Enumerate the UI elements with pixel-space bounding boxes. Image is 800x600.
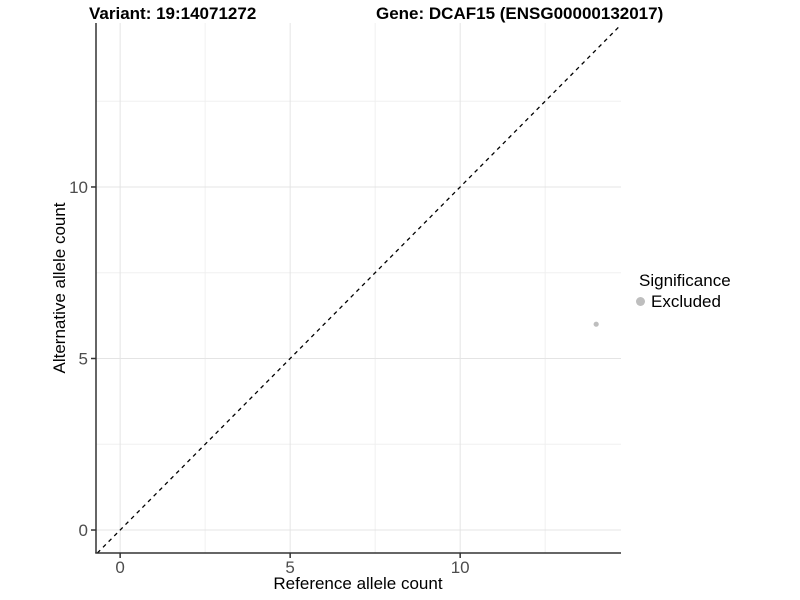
x-tick-label: 10 [451,558,470,577]
identity-line-group [96,24,622,554]
x-tick-label: 5 [285,558,294,577]
legend-title: Significance [639,271,731,290]
legend-point-icon [636,297,645,306]
minor-gridlines [96,23,621,553]
y-axis-title: Alternative allele count [50,202,69,373]
x-axis-title: Reference allele count [273,574,442,593]
identity-line [96,24,622,554]
y-tick-label: 10 [69,178,88,197]
plot-title-gene: Gene: DCAF15 (ENSG00000132017) [376,4,664,23]
legend-item-excluded: Excluded [636,293,731,310]
y-tick-label: 5 [79,349,88,368]
plot-title-variant: Variant: 19:14071272 [89,4,257,23]
data-points [593,321,599,327]
major-gridlines [96,23,621,553]
y-tick-label: 0 [79,521,88,540]
legend: Significance Excluded [636,271,731,310]
x-tick-label: 0 [115,558,124,577]
x-tick-labels: 0 5 10 [115,558,469,577]
axis-lines [95,23,621,554]
y-tick-labels: 0 5 10 [69,178,88,540]
legend-item-label: Excluded [651,292,721,311]
data-point [593,321,599,327]
tick-marks [91,186,461,558]
